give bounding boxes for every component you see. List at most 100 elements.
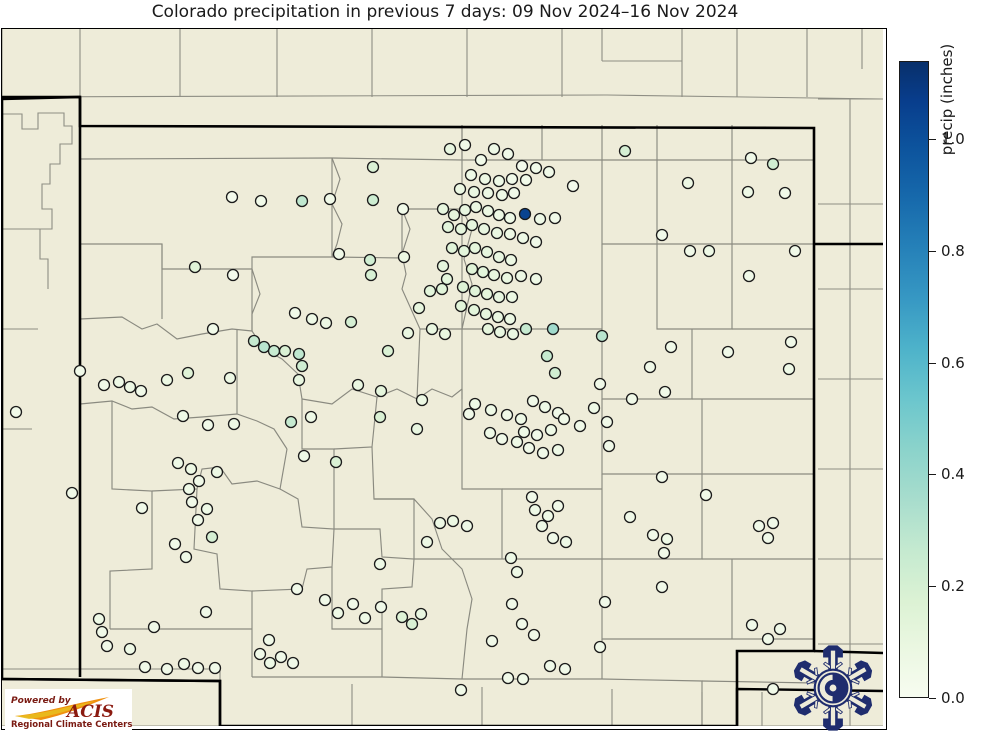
station-marker[interactable]: [481, 186, 495, 200]
station-marker[interactable]: [373, 410, 387, 424]
station-marker[interactable]: [323, 192, 337, 206]
station-marker[interactable]: [184, 462, 198, 476]
station-marker[interactable]: [541, 509, 555, 523]
station-marker[interactable]: [551, 443, 565, 457]
station-marker[interactable]: [462, 407, 476, 421]
station-marker[interactable]: [318, 593, 332, 607]
station-marker[interactable]: [528, 503, 542, 517]
station-marker[interactable]: [500, 408, 514, 422]
station-marker[interactable]: [623, 510, 637, 524]
station-marker[interactable]: [525, 490, 539, 504]
station-marker[interactable]: [784, 335, 798, 349]
station-markers[interactable]: [9, 138, 802, 697]
station-marker[interactable]: [492, 174, 506, 188]
station-marker[interactable]: [522, 441, 536, 455]
station-marker[interactable]: [253, 647, 267, 661]
station-marker[interactable]: [515, 159, 529, 173]
station-marker[interactable]: [602, 439, 616, 453]
station-marker[interactable]: [551, 499, 565, 513]
station-marker[interactable]: [395, 610, 409, 624]
station-marker[interactable]: [396, 202, 410, 216]
station-marker[interactable]: [741, 185, 755, 199]
station-marker[interactable]: [500, 271, 514, 285]
station-marker[interactable]: [332, 247, 346, 261]
station-marker[interactable]: [766, 682, 780, 696]
station-marker[interactable]: [447, 208, 461, 222]
station-marker[interactable]: [598, 595, 612, 609]
station-marker[interactable]: [529, 272, 543, 286]
station-marker[interactable]: [92, 612, 106, 626]
station-marker[interactable]: [171, 456, 185, 470]
station-marker[interactable]: [435, 282, 449, 296]
station-marker[interactable]: [559, 535, 573, 549]
station-marker[interactable]: [546, 322, 560, 336]
station-marker[interactable]: [519, 322, 533, 336]
station-marker[interactable]: [535, 519, 549, 533]
station-marker[interactable]: [438, 327, 452, 341]
station-marker[interactable]: [479, 307, 493, 321]
station-marker[interactable]: [593, 640, 607, 654]
station-marker[interactable]: [506, 327, 520, 341]
station-marker[interactable]: [191, 513, 205, 527]
station-marker[interactable]: [548, 211, 562, 225]
station-marker[interactable]: [263, 656, 277, 670]
station-marker[interactable]: [542, 165, 556, 179]
station-marker[interactable]: [179, 550, 193, 564]
station-marker[interactable]: [766, 157, 780, 171]
station-marker[interactable]: [305, 312, 319, 326]
station-marker[interactable]: [761, 632, 775, 646]
station-marker[interactable]: [443, 142, 457, 156]
station-marker[interactable]: [699, 488, 713, 502]
station-marker[interactable]: [412, 301, 426, 315]
station-marker[interactable]: [458, 203, 472, 217]
station-marker[interactable]: [100, 639, 114, 653]
station-marker[interactable]: [454, 683, 468, 697]
station-marker[interactable]: [530, 428, 544, 442]
station-marker[interactable]: [225, 190, 239, 204]
station-marker[interactable]: [587, 401, 601, 415]
map-axes[interactable]: [1, 28, 887, 730]
station-marker[interactable]: [205, 530, 219, 544]
station-marker[interactable]: [646, 528, 660, 542]
station-marker[interactable]: [247, 334, 261, 348]
station-marker[interactable]: [593, 377, 607, 391]
station-marker[interactable]: [112, 375, 126, 389]
station-marker[interactable]: [210, 465, 224, 479]
station-marker[interactable]: [514, 412, 528, 426]
station-marker[interactable]: [358, 611, 372, 625]
station-marker[interactable]: [346, 597, 360, 611]
station-marker[interactable]: [405, 617, 419, 631]
station-marker[interactable]: [558, 662, 572, 676]
station-marker[interactable]: [773, 622, 787, 636]
station-marker[interactable]: [226, 268, 240, 282]
station-marker[interactable]: [518, 207, 532, 221]
station-marker[interactable]: [201, 418, 215, 432]
station-marker[interactable]: [505, 172, 519, 186]
station-marker[interactable]: [401, 326, 415, 340]
station-marker[interactable]: [495, 432, 509, 446]
station-marker[interactable]: [458, 138, 472, 152]
station-marker[interactable]: [295, 359, 309, 373]
station-marker[interactable]: [410, 422, 424, 436]
station-marker[interactable]: [147, 620, 161, 634]
station-marker[interactable]: [206, 322, 220, 336]
station-marker[interactable]: [168, 537, 182, 551]
station-marker[interactable]: [160, 373, 174, 387]
station-marker[interactable]: [188, 260, 202, 274]
station-marker[interactable]: [476, 265, 490, 279]
station-marker[interactable]: [177, 657, 191, 671]
station-marker[interactable]: [752, 519, 766, 533]
station-marker[interactable]: [123, 380, 137, 394]
station-marker[interactable]: [503, 211, 517, 225]
station-marker[interactable]: [297, 449, 311, 463]
station-marker[interactable]: [295, 194, 309, 208]
station-marker[interactable]: [374, 600, 388, 614]
station-marker[interactable]: [548, 366, 562, 380]
station-marker[interactable]: [510, 565, 524, 579]
station-marker[interactable]: [660, 532, 674, 546]
station-marker[interactable]: [456, 280, 470, 294]
station-marker[interactable]: [469, 200, 483, 214]
station-marker[interactable]: [465, 262, 479, 276]
station-marker[interactable]: [655, 470, 669, 484]
station-marker[interactable]: [529, 161, 543, 175]
